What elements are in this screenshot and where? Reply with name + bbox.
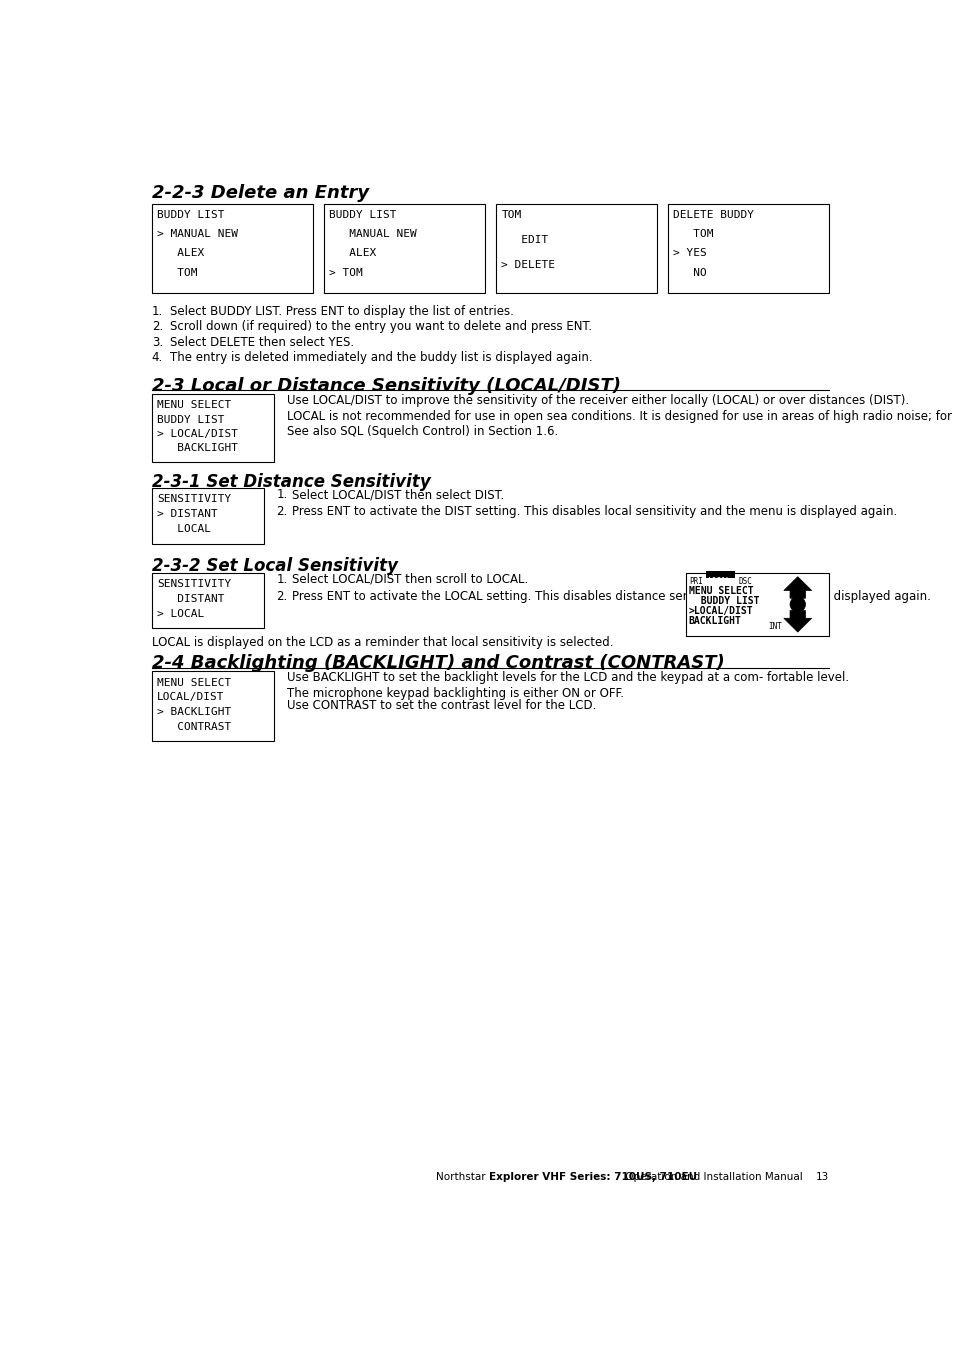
Text: LOCAL: LOCAL [157,524,211,535]
Text: > LOCAL/DIST: > LOCAL/DIST [157,428,238,439]
Text: CONTRAST: CONTRAST [157,722,232,731]
Bar [323,203,484,292]
Bar [152,395,274,462]
Text: BACKLIGHT: BACKLIGHT [688,616,741,626]
Text: LOCAL is not recommended for use in open sea conditions. It is designed for use : LOCAL is not recommended for use in open… [286,409,953,423]
Text: Select DELETE then select YES.: Select DELETE then select YES. [171,335,355,349]
Text: 1.: 1. [276,572,288,586]
Text: 2-3-2 Set Local Sensitivity: 2-3-2 Set Local Sensitivity [152,558,397,575]
Text: Scroll down (if required) to the entry you want to delete and press ENT.: Scroll down (if required) to the entry y… [171,321,592,333]
Text: The microphone keypad backlighting is either ON or OFF.: The microphone keypad backlighting is ei… [286,687,623,700]
Text: > TOM: > TOM [329,268,363,277]
Text: Use BACKLIGHT to set the backlight levels for the LCD and the keypad at a com- f: Use BACKLIGHT to set the backlight level… [286,671,848,684]
Text: 3.: 3. [152,335,163,349]
Text: 2-3-1 Set Distance Sensitivity: 2-3-1 Set Distance Sensitivity [152,473,430,490]
Bar [496,203,657,292]
Text: EDIT: EDIT [500,236,548,245]
Text: 1.: 1. [276,488,288,501]
Text: SENSITIVITY: SENSITIVITY [157,494,232,504]
Text: The entry is deleted immediately and the buddy list is displayed again.: The entry is deleted immediately and the… [171,352,593,364]
Text: BUDDY LIST: BUDDY LIST [157,415,225,424]
Text: > BACKLIGHT: > BACKLIGHT [157,707,232,717]
Text: 4.: 4. [152,352,163,364]
Text: DISTANT: DISTANT [157,594,225,603]
Text: 2.: 2. [276,590,288,602]
Text: ALEX: ALEX [157,248,204,259]
Text: 2.: 2. [152,321,163,333]
Bar [152,203,313,292]
Text: 13: 13 [815,1172,828,1181]
Bar [152,671,274,741]
Text: Explorer VHF Series: 710US, 710EU: Explorer VHF Series: 710US, 710EU [488,1172,697,1181]
Text: MANUAL NEW: MANUAL NEW [329,229,416,240]
Text: > DELETE: > DELETE [500,260,555,271]
Text: LOCAL is displayed on the LCD as a reminder that local sensitivity is selected.: LOCAL is displayed on the LCD as a remin… [152,636,613,649]
Text: INT: INT [768,622,781,632]
Text: 2-4 Backlighting (BACKLIGHT) and Contrast (CONTRAST): 2-4 Backlighting (BACKLIGHT) and Contras… [152,655,723,672]
Text: Use CONTRAST to set the contrast level for the LCD.: Use CONTRAST to set the contrast level f… [286,699,596,713]
Text: MENU SELECT: MENU SELECT [688,586,753,595]
Text: TOM: TOM [157,268,197,277]
Text: Press ENT to activate the DIST setting. This disables local sensitivity and the : Press ENT to activate the DIST setting. … [292,505,897,519]
Text: Use LOCAL/DIST to improve the sensitivity of the receiver either locally (LOCAL): Use LOCAL/DIST to improve the sensitivit… [286,395,908,407]
Text: BACKLIGHT: BACKLIGHT [157,443,238,454]
Text: BUDDY LIST: BUDDY LIST [688,595,759,606]
Bar [685,572,828,636]
Text: BUDDY LIST: BUDDY LIST [157,210,225,220]
Text: NO: NO [673,268,706,277]
Text: PRI: PRI [688,578,702,586]
Polygon shape [783,610,811,632]
Text: > MANUAL NEW: > MANUAL NEW [157,229,238,240]
Text: DELETE BUDDY: DELETE BUDDY [673,210,754,220]
Text: >LOCAL/DIST: >LOCAL/DIST [688,606,753,616]
Circle shape [789,597,804,612]
Bar [705,571,735,578]
Text: > DISTANT: > DISTANT [157,509,217,519]
Text: TOM: TOM [500,210,521,220]
Text: Press ENT to activate the LOCAL setting. This disables distance sensitivity and : Press ENT to activate the LOCAL setting.… [292,590,930,602]
Bar [152,572,264,628]
Text: 2.: 2. [276,505,288,519]
Bar [152,488,264,544]
Text: 2-3 Local or Distance Sensitivity (LOCAL/DIST): 2-3 Local or Distance Sensitivity (LOCAL… [152,377,620,395]
Text: > LOCAL: > LOCAL [157,609,204,618]
Text: Select LOCAL/DIST then scroll to LOCAL.: Select LOCAL/DIST then scroll to LOCAL. [292,572,528,586]
Text: MENU SELECT: MENU SELECT [157,678,232,687]
Text: Northstar: Northstar [436,1172,488,1181]
Text: > YES: > YES [673,248,706,259]
Bar [667,203,828,292]
Text: Operation and Installation Manual: Operation and Installation Manual [621,1172,801,1181]
Text: TOM: TOM [673,229,713,240]
Text: Select LOCAL/DIST then select DIST.: Select LOCAL/DIST then select DIST. [292,488,504,501]
Text: 2-2-3 Delete an Entry: 2-2-3 Delete an Entry [152,185,369,202]
Text: DSC: DSC [738,578,752,586]
Text: LOCAL: LOCAL [706,578,729,586]
Text: BUDDY LIST: BUDDY LIST [329,210,396,220]
Text: Select BUDDY LIST. Press ENT to display the list of entries.: Select BUDDY LIST. Press ENT to display … [171,304,514,318]
Text: LOCAL/DIST: LOCAL/DIST [157,692,225,702]
Text: MENU SELECT: MENU SELECT [157,400,232,411]
Text: SENSITIVITY: SENSITIVITY [157,579,232,589]
Polygon shape [783,577,811,598]
Text: ALEX: ALEX [329,248,376,259]
Text: See also SQL (Squelch Control) in Section 1.6.: See also SQL (Squelch Control) in Sectio… [286,426,558,438]
Text: 1.: 1. [152,304,163,318]
